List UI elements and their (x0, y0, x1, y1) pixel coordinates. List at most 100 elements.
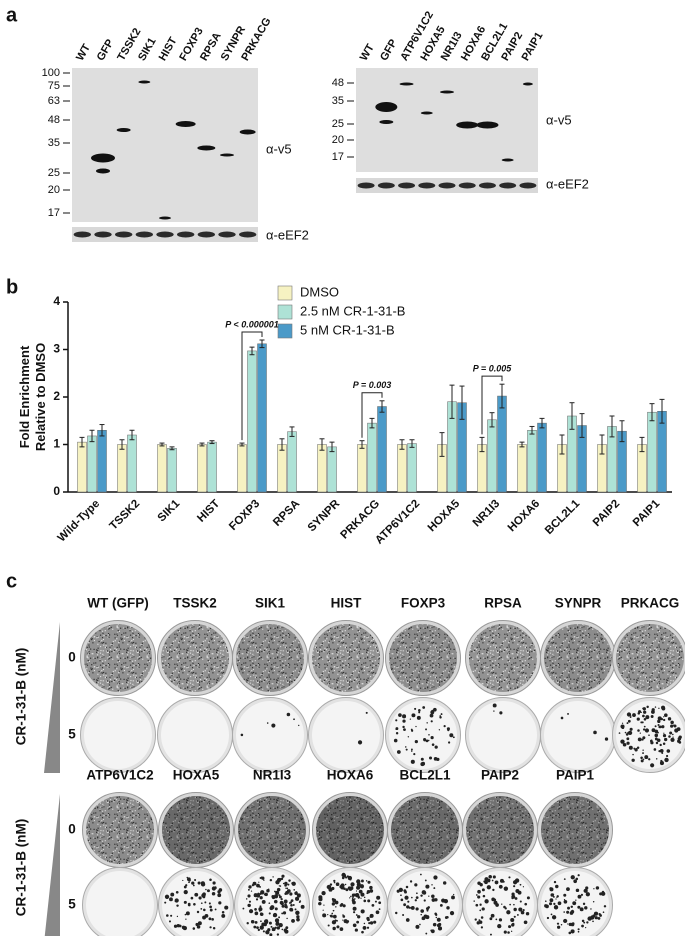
colony (433, 875, 437, 879)
colony (260, 893, 262, 895)
colony (274, 891, 276, 893)
colony (191, 881, 194, 884)
lane-label: GFP (95, 37, 117, 63)
colony (210, 909, 213, 912)
colony (247, 894, 250, 897)
protein-band (440, 91, 454, 94)
plate-well (236, 701, 304, 769)
colony (477, 881, 480, 884)
colony (669, 732, 672, 735)
bar (238, 445, 247, 493)
colony (353, 923, 357, 927)
colony (658, 739, 659, 740)
colony (640, 757, 643, 760)
colony (217, 893, 221, 897)
colony (170, 915, 172, 917)
colony (563, 894, 566, 897)
colony (289, 892, 292, 895)
colony (570, 911, 574, 915)
colony (193, 903, 196, 906)
dose-label: 5 (68, 727, 76, 742)
colony (407, 901, 409, 903)
loading-band (499, 183, 516, 189)
colony (395, 912, 397, 914)
colony (396, 732, 398, 734)
y-tick-label: 3 (53, 342, 60, 356)
colony (361, 885, 363, 887)
colony (508, 876, 510, 878)
colony (652, 728, 656, 732)
colony (251, 920, 255, 924)
colony (376, 896, 380, 900)
colony (215, 908, 217, 910)
colony (593, 731, 597, 735)
colony (661, 752, 663, 754)
colony (256, 894, 260, 898)
loading-band (459, 183, 476, 189)
colony (175, 901, 176, 902)
marker-label: 17 (332, 151, 344, 163)
colony (373, 921, 376, 924)
colony (554, 881, 556, 883)
colony (200, 908, 202, 910)
colony (366, 892, 368, 894)
colony (256, 926, 259, 929)
colony (362, 887, 364, 889)
colony (425, 879, 427, 881)
colony (283, 883, 285, 885)
colony (259, 905, 261, 907)
colony (400, 894, 402, 896)
colony (267, 722, 269, 724)
bar (398, 445, 407, 493)
colony (668, 735, 671, 738)
loading-band (398, 183, 415, 189)
colony (563, 911, 565, 913)
bar (368, 423, 377, 492)
colony (596, 886, 599, 889)
colony (504, 931, 507, 934)
colony (420, 762, 424, 766)
colony (506, 910, 510, 914)
protein-band (117, 128, 131, 132)
colony (567, 923, 568, 924)
colony (663, 719, 665, 721)
bar (288, 432, 297, 492)
colony (451, 896, 455, 900)
colony (406, 905, 409, 908)
colony (403, 728, 406, 731)
lane-label: PRKACG (239, 16, 273, 63)
colony (269, 912, 271, 914)
colony (648, 734, 650, 736)
colony (638, 712, 641, 715)
colony (670, 721, 674, 725)
colony (361, 931, 364, 934)
colony (527, 896, 530, 899)
protein-band (91, 154, 115, 163)
colony (261, 922, 265, 926)
significance-label: P = 0.003 (353, 380, 391, 390)
colony (592, 921, 594, 923)
colony (193, 927, 196, 930)
colony (281, 875, 284, 878)
colony (281, 878, 283, 880)
colony (656, 742, 658, 744)
colony (626, 742, 629, 745)
colony (277, 888, 281, 892)
colony (425, 728, 427, 730)
plate-shade (86, 796, 154, 864)
colony (260, 913, 263, 916)
plate-shade (541, 796, 609, 864)
colony (578, 931, 580, 933)
colony (241, 734, 244, 737)
colony (274, 900, 278, 904)
colony (165, 895, 169, 899)
colony (265, 930, 269, 934)
colony (420, 914, 422, 916)
colony (342, 905, 344, 907)
colony (483, 880, 485, 882)
colony (507, 931, 510, 934)
colony (268, 902, 270, 904)
colony (664, 758, 668, 762)
plate-well (544, 701, 612, 769)
